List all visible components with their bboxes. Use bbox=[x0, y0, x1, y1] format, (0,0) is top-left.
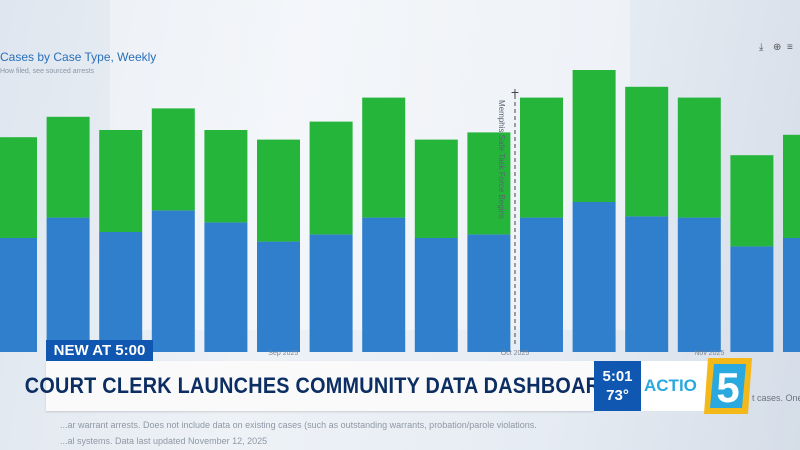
event-marker-cross: + bbox=[511, 84, 519, 100]
bar-segment bbox=[46, 116, 90, 218]
logo-number: 5 bbox=[716, 364, 739, 411]
bar-segment bbox=[151, 210, 195, 352]
bar-segment bbox=[783, 238, 800, 352]
bar-segment bbox=[414, 139, 458, 238]
bar-segment bbox=[0, 238, 37, 352]
bar-segment bbox=[520, 217, 563, 352]
time-temp-box: 5:01 73° bbox=[594, 361, 641, 411]
bar-segment bbox=[730, 155, 774, 247]
bar-segment bbox=[414, 238, 458, 352]
chart-title: Cases by Case Type, Weekly bbox=[0, 50, 157, 64]
bar-segment bbox=[625, 216, 669, 352]
bar-segment bbox=[257, 139, 300, 242]
bar-segment bbox=[677, 97, 721, 218]
temperature: 73° bbox=[606, 387, 629, 404]
x-tick-label: Sep 2025 bbox=[268, 350, 298, 357]
x-tick-label: Nov 2025 bbox=[694, 350, 724, 357]
footnote-line-2: ...al systems. Data last updated Novembe… bbox=[60, 436, 268, 446]
bar-segment bbox=[572, 70, 616, 202]
bar-segment bbox=[730, 246, 774, 352]
clock-time: 5:01 bbox=[602, 368, 633, 385]
bar-segment bbox=[204, 222, 248, 352]
bar-segment bbox=[151, 108, 195, 211]
bar-segment bbox=[257, 241, 300, 352]
zoom-icon: ⊕ bbox=[773, 42, 782, 53]
bar-segment bbox=[309, 234, 353, 352]
headline-bar: COURT CLERK LAUNCHES COMMUNITY DATA DASH… bbox=[25, 361, 615, 411]
footnote-right: t cases. One bbox=[752, 393, 800, 403]
bar-segment bbox=[309, 121, 353, 235]
bar-segment bbox=[362, 97, 406, 218]
bar-segment bbox=[0, 137, 37, 238]
bar-segment bbox=[677, 217, 721, 352]
bar-segment bbox=[99, 130, 143, 232]
bar-segment bbox=[99, 232, 143, 352]
x-tick-label: Oct 2025 bbox=[501, 350, 530, 357]
bar-segment bbox=[362, 217, 406, 352]
bar-segment bbox=[625, 86, 669, 217]
action-news-text: ACTIO bbox=[644, 376, 697, 395]
action-news-box: ACTIO bbox=[641, 361, 710, 411]
footnote-line-1: ...ar warrant arrests. Does not include … bbox=[60, 420, 537, 430]
headline: COURT CLERK LAUNCHES COMMUNITY DATA DASH… bbox=[24, 373, 616, 398]
bar-segment bbox=[467, 132, 511, 235]
download-icon: ⤓ bbox=[759, 42, 764, 53]
chart-subtitle: How filed, see sourced arrests bbox=[0, 68, 95, 75]
bar-segment bbox=[46, 217, 90, 352]
event-annotation: Memphis Safe Task Force Begins bbox=[497, 100, 506, 219]
new-at-tag: NEW AT 5:00 bbox=[46, 340, 153, 361]
channel-5-logo-icon: 5 bbox=[704, 358, 752, 414]
bar-segment bbox=[783, 134, 800, 238]
bar-segment bbox=[572, 202, 616, 352]
menu-icon: ≡ bbox=[787, 42, 793, 53]
bar-segment bbox=[467, 234, 511, 352]
bar-segment bbox=[520, 97, 563, 218]
bar-segment bbox=[204, 130, 248, 223]
